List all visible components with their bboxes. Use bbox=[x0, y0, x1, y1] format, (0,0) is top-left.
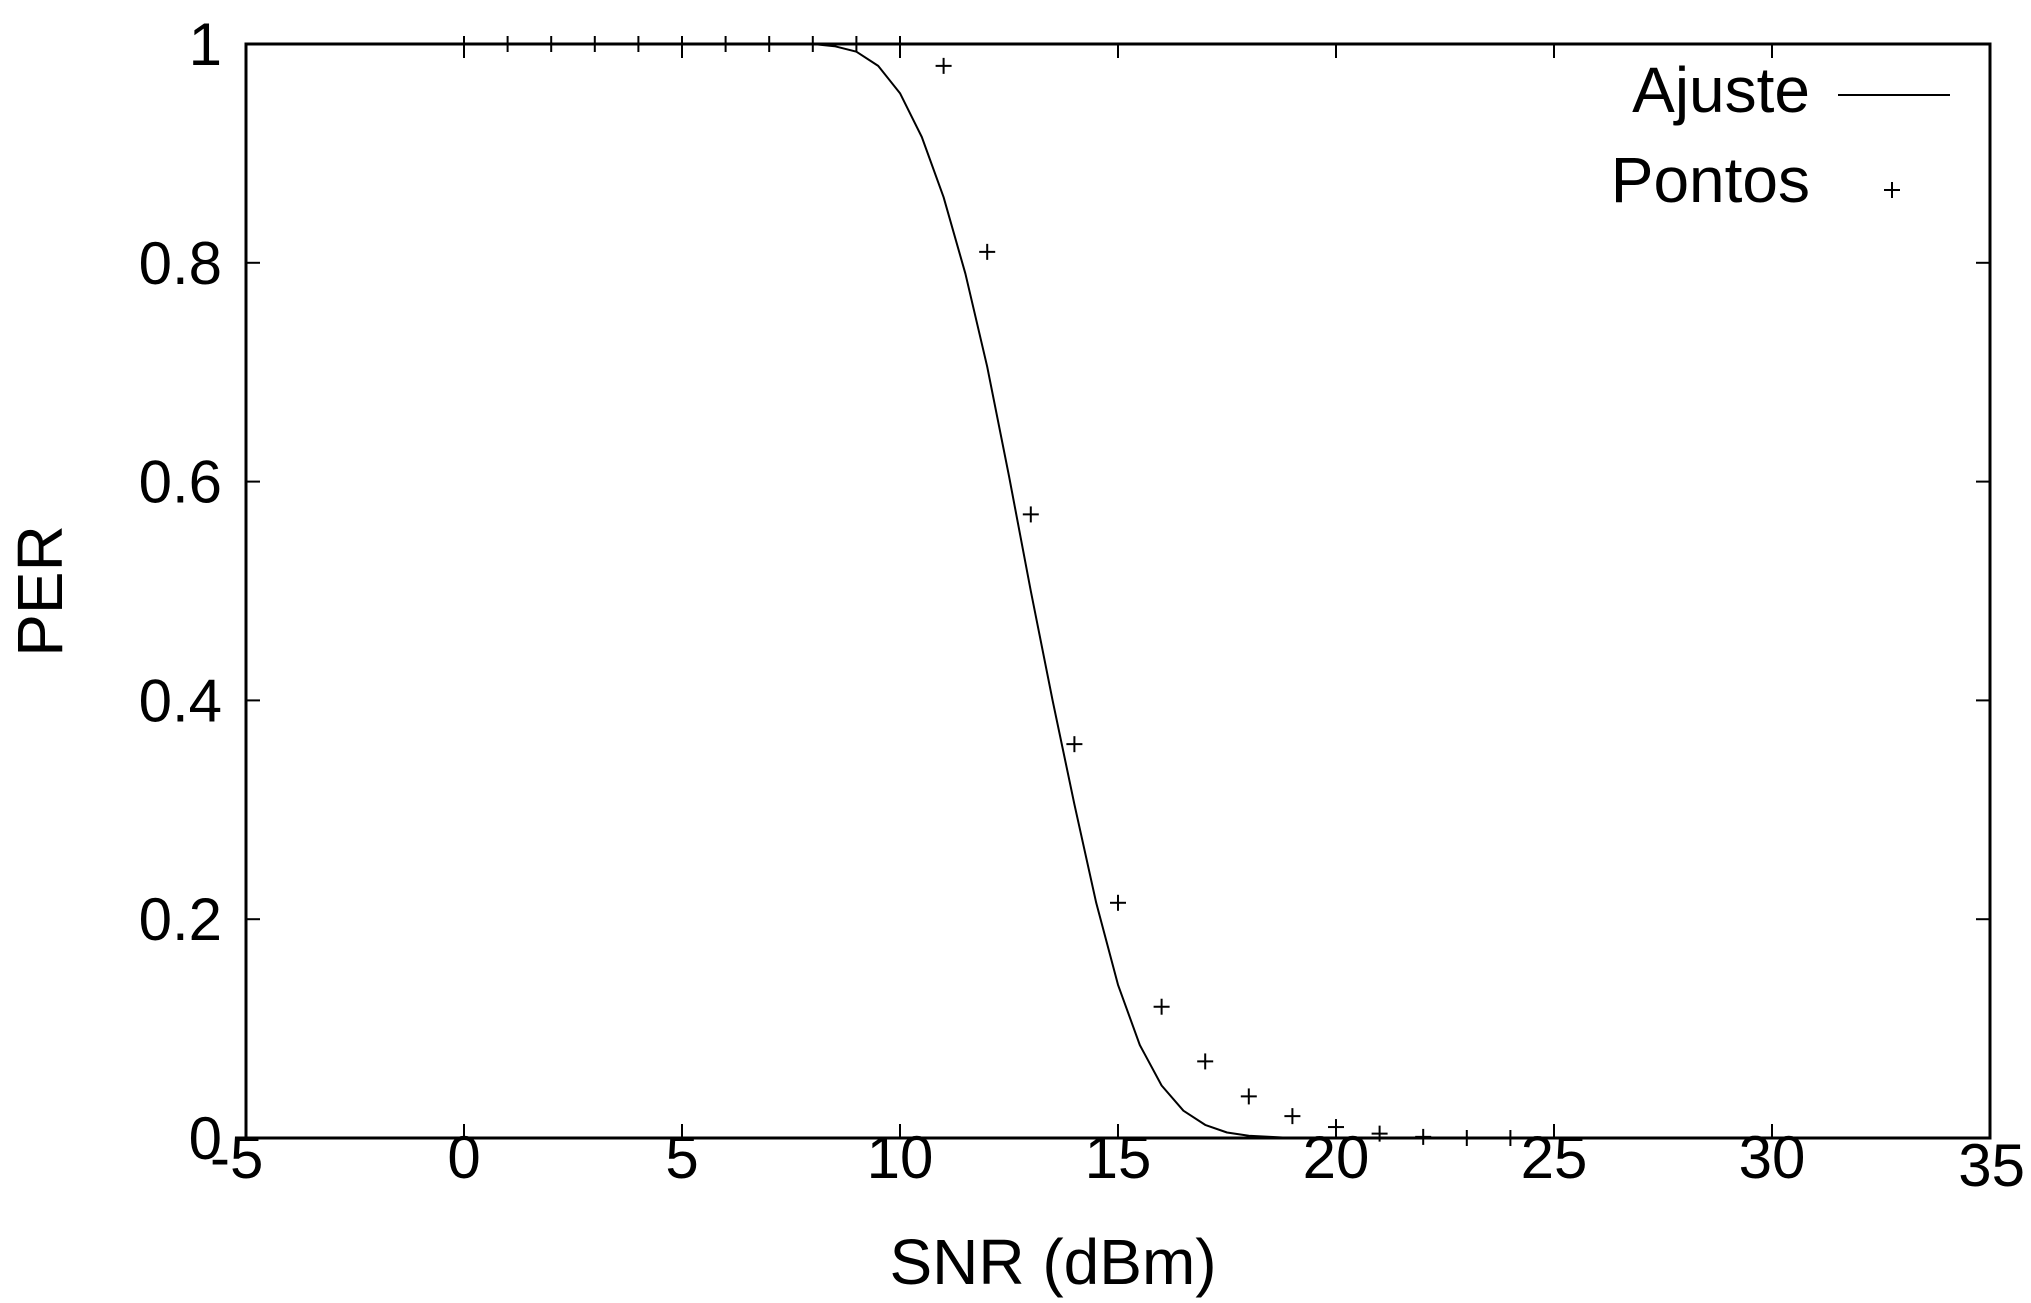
x-tick-label: 15 bbox=[1085, 1124, 1152, 1191]
legend-label-ajuste: Ajuste bbox=[1632, 54, 1810, 126]
data-point bbox=[1284, 1108, 1301, 1125]
x-tick-label: -5 bbox=[210, 1124, 263, 1191]
x-tick-label: 35 bbox=[1958, 1132, 2025, 1199]
legend-swatch-pontos bbox=[1884, 182, 1900, 198]
x-tick-label: 30 bbox=[1739, 1124, 1806, 1191]
x-tick-label: 5 bbox=[665, 1124, 698, 1191]
series-line-ajuste bbox=[464, 43, 1511, 1139]
legend-label-pontos: Pontos bbox=[1611, 144, 1810, 216]
series-points-pontos bbox=[456, 36, 1519, 1146]
data-point bbox=[1197, 1053, 1214, 1070]
data-point bbox=[1328, 1119, 1344, 1136]
data-point bbox=[1066, 736, 1083, 753]
x-tick-label: 0 bbox=[447, 1124, 480, 1191]
plot-frame bbox=[244, 42, 1992, 1140]
y-tick-label: 0.2 bbox=[139, 886, 222, 953]
series-layer bbox=[456, 36, 1519, 1146]
y-tick-label: 0.8 bbox=[139, 230, 222, 297]
data-point bbox=[1240, 1088, 1257, 1105]
x-tick-label: 25 bbox=[1521, 1124, 1588, 1191]
data-point bbox=[935, 57, 952, 74]
y-tick-label: 1 bbox=[189, 11, 222, 78]
x-axis-title: SNR (dBm) bbox=[889, 1226, 1216, 1298]
x-tick-label: 10 bbox=[867, 1124, 934, 1191]
x-tick-label: 20 bbox=[1303, 1124, 1370, 1191]
y-tick-label: 0.6 bbox=[139, 449, 222, 516]
data-point bbox=[1022, 506, 1039, 523]
y-tick-label: 0.4 bbox=[139, 667, 222, 734]
data-point bbox=[979, 243, 996, 260]
y-axis-title: PER bbox=[4, 525, 76, 657]
y-tick-label: 0 bbox=[189, 1105, 222, 1172]
data-point bbox=[1110, 894, 1126, 911]
data-point bbox=[1153, 998, 1170, 1015]
legend: Ajuste Pontos bbox=[1611, 54, 1950, 216]
legend-point-marker bbox=[1884, 182, 1900, 198]
